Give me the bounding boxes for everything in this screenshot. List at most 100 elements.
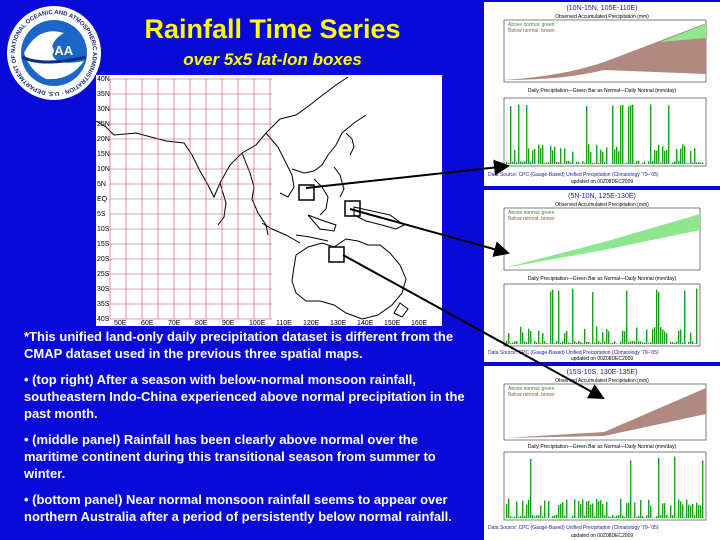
precip-bar bbox=[508, 498, 510, 518]
precip-bar bbox=[526, 342, 528, 344]
precip-bar bbox=[664, 331, 666, 344]
lat-label: 30N bbox=[97, 106, 110, 113]
precip-bar bbox=[642, 342, 644, 344]
panel-mid-legend-above: Above normal: green bbox=[508, 210, 555, 216]
precip-bar bbox=[630, 341, 632, 344]
precip-bar bbox=[678, 499, 680, 518]
lon-label: 60E bbox=[141, 320, 154, 326]
precip-bar bbox=[562, 502, 564, 518]
lon-label: 150E bbox=[384, 320, 401, 326]
precip-bar bbox=[664, 503, 666, 518]
panel-top-below-fill bbox=[504, 24, 706, 80]
precip-bar bbox=[622, 515, 624, 518]
panel-bot-below-fill bbox=[504, 388, 706, 438]
precip-bar bbox=[680, 148, 682, 164]
precip-bar bbox=[524, 161, 526, 164]
precip-bar bbox=[694, 515, 696, 518]
lat-label: 20N bbox=[97, 136, 110, 143]
lat-lon-box-map: 40N 35N 30N 25N 20N 15N 10N 5N EQ 5S 10S 15S 20S 25S 3… bbox=[96, 75, 442, 326]
precip-bar bbox=[576, 342, 578, 344]
precip-bar bbox=[692, 341, 694, 344]
panel-top-daily-frame bbox=[503, 97, 707, 167]
precip-bar bbox=[556, 161, 558, 164]
precip-bar bbox=[640, 341, 642, 344]
precip-bar bbox=[682, 144, 684, 164]
lon-label: 110E bbox=[276, 320, 292, 326]
precip-bar bbox=[698, 162, 700, 164]
panel-top-header: (10N-15N, 105E-110E) bbox=[566, 5, 637, 12]
lat-label: 20S bbox=[97, 256, 110, 263]
precip-bar bbox=[506, 341, 508, 344]
precip-bar bbox=[616, 343, 618, 344]
precip-bar bbox=[680, 501, 682, 518]
precip-bar bbox=[694, 148, 696, 164]
precip-bar bbox=[522, 500, 524, 518]
precip-bar bbox=[552, 289, 554, 344]
panel-top-source: Data Source: CPC (Gauge-Based) Unified P… bbox=[488, 172, 659, 178]
precip-bar bbox=[608, 331, 610, 344]
lat-label: 15S bbox=[97, 241, 110, 248]
precip-bar bbox=[538, 144, 540, 164]
precip-bar bbox=[630, 460, 632, 518]
panel-mid-daily-title: Daily Precipitation—Green Bar as Normal—… bbox=[528, 276, 677, 282]
precip-bar bbox=[522, 161, 524, 164]
precip-bar bbox=[586, 501, 588, 518]
precip-bar bbox=[620, 105, 622, 164]
precip-bar bbox=[562, 163, 564, 164]
precip-bar bbox=[606, 147, 608, 164]
precip-bar bbox=[624, 516, 626, 518]
precip-bar bbox=[656, 150, 658, 164]
precip-bar bbox=[524, 515, 526, 518]
precip-bar bbox=[568, 160, 570, 164]
precip-bar bbox=[602, 151, 604, 164]
precip-bar bbox=[674, 456, 676, 518]
precip-bar bbox=[682, 504, 684, 518]
precip-bar bbox=[584, 515, 586, 518]
lon-label: 80E bbox=[195, 320, 208, 326]
panel-mid-updated: updated on 00Z08DEC2009 bbox=[571, 356, 633, 362]
precip-bar bbox=[628, 106, 630, 164]
precip-bar bbox=[508, 333, 510, 344]
precip-bar bbox=[636, 327, 638, 344]
precip-bar bbox=[614, 149, 616, 164]
precip-bar bbox=[546, 162, 548, 164]
panel-bot-updated: updated on 00Z08DEC2009 bbox=[571, 533, 633, 539]
panel-mid: (5N-10N, 125E-130E) Observed Accumulated… bbox=[484, 190, 720, 362]
lon-label: 140E bbox=[357, 320, 374, 326]
precip-bar bbox=[560, 342, 562, 344]
precip-bar bbox=[596, 326, 598, 344]
precip-bar bbox=[542, 516, 544, 518]
precip-bar bbox=[592, 162, 594, 164]
precip-bar bbox=[542, 145, 544, 164]
precip-bar bbox=[544, 163, 546, 164]
precip-bar bbox=[534, 341, 536, 344]
precip-bar bbox=[574, 499, 576, 518]
panel-top-legend-below: Below normal: brown bbox=[508, 28, 555, 34]
precip-bar bbox=[520, 516, 522, 518]
precip-bar bbox=[658, 457, 660, 518]
precip-bar bbox=[598, 341, 600, 344]
noaa-logo: NOAA NATIONAL OCEANIC AND ATMOSPHERIC AD… bbox=[6, 5, 101, 100]
precip-bar bbox=[586, 105, 588, 164]
precip-bar bbox=[514, 516, 516, 518]
precip-bar bbox=[642, 162, 644, 164]
precip-bar bbox=[626, 162, 628, 164]
precip-bar bbox=[702, 162, 704, 164]
precip-bar bbox=[660, 515, 662, 518]
map-background bbox=[96, 75, 442, 326]
precip-bar bbox=[510, 106, 512, 164]
precip-bar bbox=[588, 144, 590, 164]
precip-bar bbox=[556, 514, 558, 518]
precip-bar bbox=[628, 502, 630, 518]
precip-bar bbox=[584, 328, 586, 344]
precip-bar bbox=[548, 501, 550, 518]
precip-bar bbox=[602, 332, 604, 344]
precip-bar bbox=[666, 150, 668, 164]
precip-bar bbox=[590, 151, 592, 164]
panel-bot-daily-title: Daily Precipitation—Green Bar as Normal—… bbox=[528, 444, 677, 450]
panel-bot-bars bbox=[506, 456, 704, 518]
precip-bar bbox=[542, 333, 544, 344]
precip-bar bbox=[562, 341, 564, 344]
precip-bar bbox=[620, 341, 622, 344]
precip-bar bbox=[580, 504, 582, 518]
